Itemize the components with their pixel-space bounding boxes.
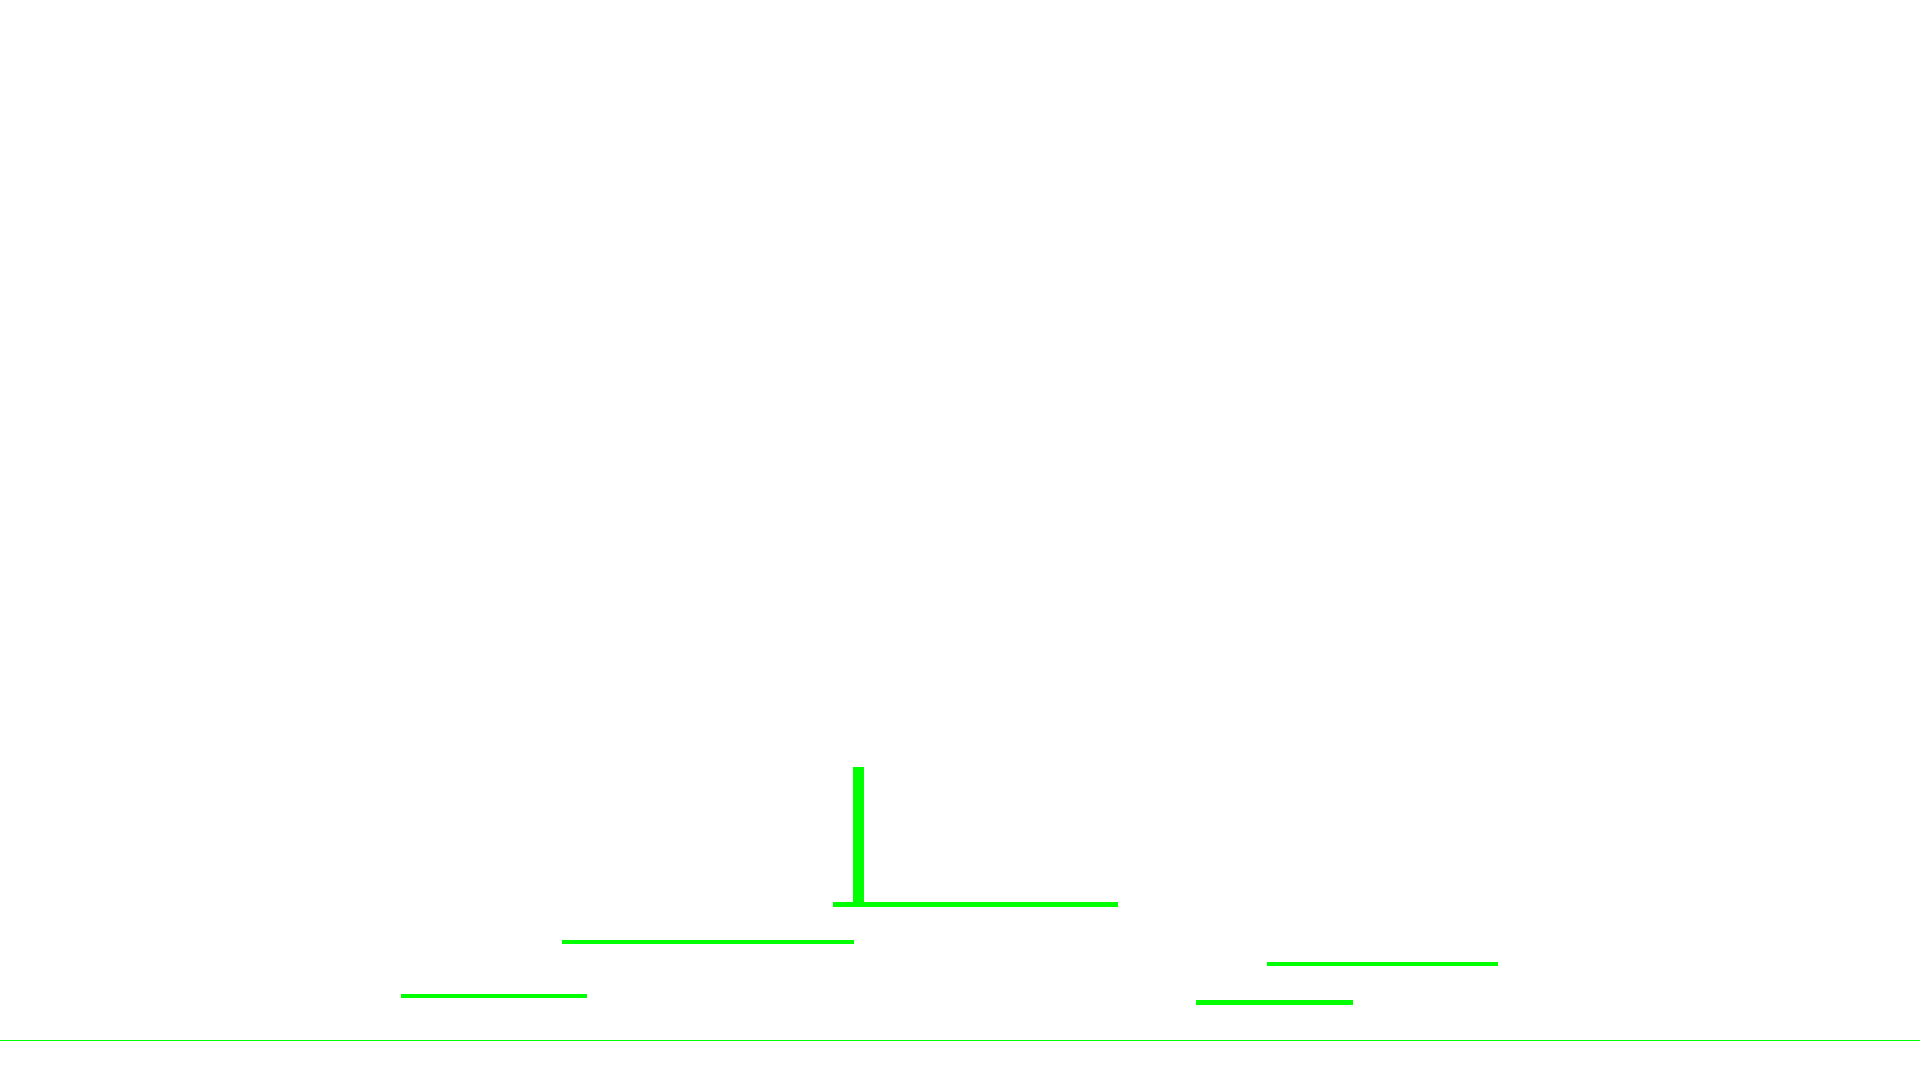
platform-1 [833, 902, 1118, 907]
platform-3 [401, 994, 587, 998]
platform-4 [1267, 962, 1498, 966]
player-pole [853, 767, 864, 907]
platform-2 [562, 940, 854, 944]
ground-line [0, 1040, 1920, 1041]
platform-5 [1196, 1000, 1353, 1005]
